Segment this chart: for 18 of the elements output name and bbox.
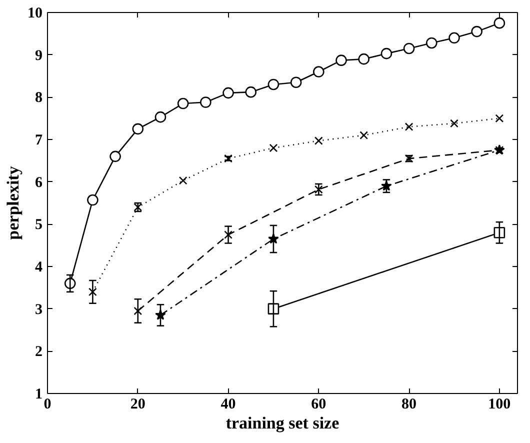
y-tick-label: 8	[35, 90, 42, 106]
y-tick-label: 10	[28, 6, 42, 22]
y-tick-label: 1	[35, 386, 42, 402]
y-tick-label: 7	[35, 132, 43, 148]
x-tick-label: 100	[488, 396, 511, 412]
x-tick-label: 40	[220, 396, 236, 412]
x-tick-label: 20	[130, 396, 146, 412]
y-tick-label: 6	[35, 174, 43, 191]
y-tick-label: 2	[35, 344, 42, 360]
y-tick-label: 4	[35, 260, 43, 276]
y-tick-label: 3	[35, 302, 42, 318]
y-axis-title: perplexity	[4, 166, 22, 240]
x-axis-title: training set size	[226, 414, 340, 432]
y-tick-label: 5	[35, 217, 42, 234]
x-tick-label: 80	[402, 396, 417, 412]
x-tick-label: 0	[44, 396, 52, 412]
y-tick-label: 9	[35, 48, 42, 64]
x-tick-label: 60	[311, 396, 326, 412]
